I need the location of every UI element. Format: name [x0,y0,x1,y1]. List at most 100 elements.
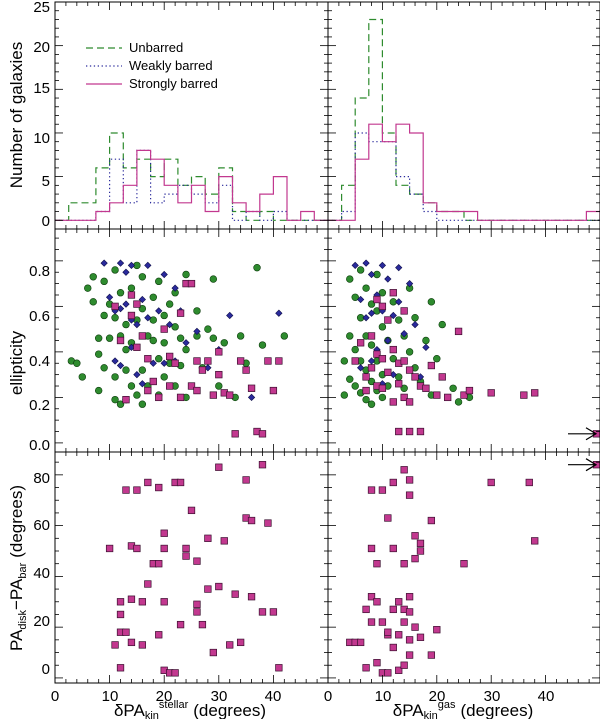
point-strongly-barred-bottom-left-52 [264,519,272,527]
point-strongly-barred-middle-right-12 [384,316,392,324]
point-strongly-barred-bottom-right-37 [411,623,419,631]
point-strongly-barred-bottom-right-32 [405,636,414,644]
point-unbarred-middle-left-37 [149,293,157,301]
point-weakly-barred-middle-right-22 [411,320,419,329]
point-strongly-barred-middle-left-1 [116,336,125,345]
point-unbarred-middle-left-9 [100,277,108,286]
point-unbarred-middle-left-30 [133,391,141,399]
point-strongly-barred-bottom-left-8 [127,638,136,647]
hist-unbarred-top-left [55,132,328,221]
point-weakly-barred-middle-right-13 [384,275,392,283]
xlabel-gas-main: δPA [393,701,425,719]
point-strongly-barred-middle-left-13 [166,352,174,361]
point-strongly-barred-bottom-left-12 [133,486,141,494]
point-weakly-barred-middle-left-8 [122,300,130,308]
ytick-ell-0.2: 0.2 [29,397,50,414]
point-strongly-barred-bottom-right-43 [427,651,436,659]
point-weakly-barred-middle-right-14 [384,336,392,345]
point-unbarred-middle-left-20 [116,400,125,408]
point-unbarred-middle-left-40 [155,277,163,286]
point-strongly-barred-bottom-left-48 [247,516,256,525]
hist-strongly-barred-top-left [55,149,328,221]
ytick-hist-15: 15 [33,80,50,97]
point-strongly-barred-bottom-left-40 [215,463,223,471]
point-strongly-barred-middle-left-22 [193,386,201,395]
frame-bottom-left [54,451,329,684]
point-strongly-barred-bottom-left-14 [138,598,147,606]
point-strongly-barred-middle-left-10 [149,377,157,386]
point-strongly-barred-bottom-right-27 [400,618,408,626]
ytick-pa-60: 60 [33,517,50,534]
point-strongly-barred-bottom-left-50 [258,608,267,616]
point-strongly-barred-bottom-right-45 [433,626,441,634]
point-unbarred-middle-left-31 [138,273,147,281]
point-strongly-barred-bottom-right-18 [384,514,392,522]
point-strongly-barred-bottom-right-9 [373,659,381,667]
point-weakly-barred-middle-left-17 [144,314,152,322]
point-strongly-barred-middle-left-15 [171,359,179,367]
point-strongly-barred-middle-right-38 [395,427,403,436]
point-strongly-barred-bottom-right-40 [416,633,425,641]
point-strongly-barred-middle-right-29 [433,391,441,399]
point-strongly-barred-bottom-left-32 [187,506,196,515]
point-strongly-barred-bottom-left-36 [198,620,207,629]
point-strongly-barred-bottom-right-29 [400,560,408,568]
point-strongly-barred-bottom-right-42 [416,539,425,548]
point-unbarred-middle-right-27 [378,393,387,402]
point-strongly-barred-bottom-left-30 [182,552,190,560]
point-weakly-barred-middle-right-6 [367,309,376,317]
legend-label-weakly-barred: Weakly barred [129,58,213,73]
point-unbarred-middle-left-17 [111,395,119,404]
point-unbarred-middle-right-45 [438,320,446,329]
xtick-left-20: 20 [156,688,173,705]
point-weakly-barred-middle-left-4 [116,259,125,267]
point-strongly-barred-middle-left-23 [198,366,207,374]
point-strongly-barred-bottom-right-35 [405,491,414,499]
panels-layer [55,18,600,677]
point-strongly-barred-bottom-left-23 [160,529,168,537]
xlabel-stellar-sup: stellar [159,699,189,711]
point-strongly-barred-middle-left-35 [258,430,267,438]
point-unbarred-middle-left-53 [182,270,190,279]
point-strongly-barred-middle-left-9 [144,386,152,395]
point-unbarred-middle-right-15 [362,395,370,404]
panel-top-left [55,132,328,221]
point-strongly-barred-bottom-left-21 [160,598,168,606]
xlabel-gas-sub: kin [424,710,438,719]
xtick-left-40: 40 [265,688,282,705]
xlabel-stellar: δPAkinstellar (degrees) [114,699,266,719]
point-strongly-barred-bottom-right-49 [531,537,539,545]
point-unbarred-middle-right-12 [362,284,370,292]
point-strongly-barred-middle-right-27 [422,384,430,392]
ytick-ell-0.0: 0.0 [29,437,50,454]
ytick-pa-20: 20 [33,613,50,630]
point-unbarred-middle-right-24 [378,289,387,297]
point-strongly-barred-bottom-left-26 [171,669,179,677]
point-strongly-barred-bottom-right-7 [367,544,376,553]
point-strongly-barred-middle-right-7 [373,350,381,358]
xlabel-stellar-sub: kin [145,710,159,719]
point-strongly-barred-bottom-right-5 [367,618,376,626]
point-strongly-barred-bottom-left-31 [182,544,190,553]
ytick-pa-0: 0 [42,661,50,678]
point-strongly-barred-bottom-right-3 [362,664,370,672]
xtick-left-0: 0 [51,688,59,705]
point-strongly-barred-bottom-left-19 [155,560,163,568]
point-unbarred-middle-left-49 [171,323,179,331]
point-weakly-barred-middle-left-30 [226,311,234,320]
point-weakly-barred-middle-right-24 [422,343,430,351]
point-strongly-barred-middle-right-37 [531,389,539,397]
point-strongly-barred-bottom-right-39 [411,532,419,540]
point-strongly-barred-middle-right-2 [362,373,370,381]
point-strongly-barred-middle-left-29 [226,391,234,399]
ytick-hist-20: 20 [33,39,50,56]
point-strongly-barred-bottom-right-23 [395,666,403,674]
point-unbarred-middle-right-8 [356,266,365,274]
xlabel-stellar-main: δPA [114,701,146,719]
point-unbarred-middle-right-2 [346,275,354,283]
point-unbarred-middle-right-42 [427,298,436,306]
point-strongly-barred-bottom-right-34 [405,593,414,601]
point-weakly-barred-middle-left-22 [166,320,174,329]
point-unbarred-middle-left-33 [138,366,147,374]
ytick-hist-25: 25 [33,0,50,16]
